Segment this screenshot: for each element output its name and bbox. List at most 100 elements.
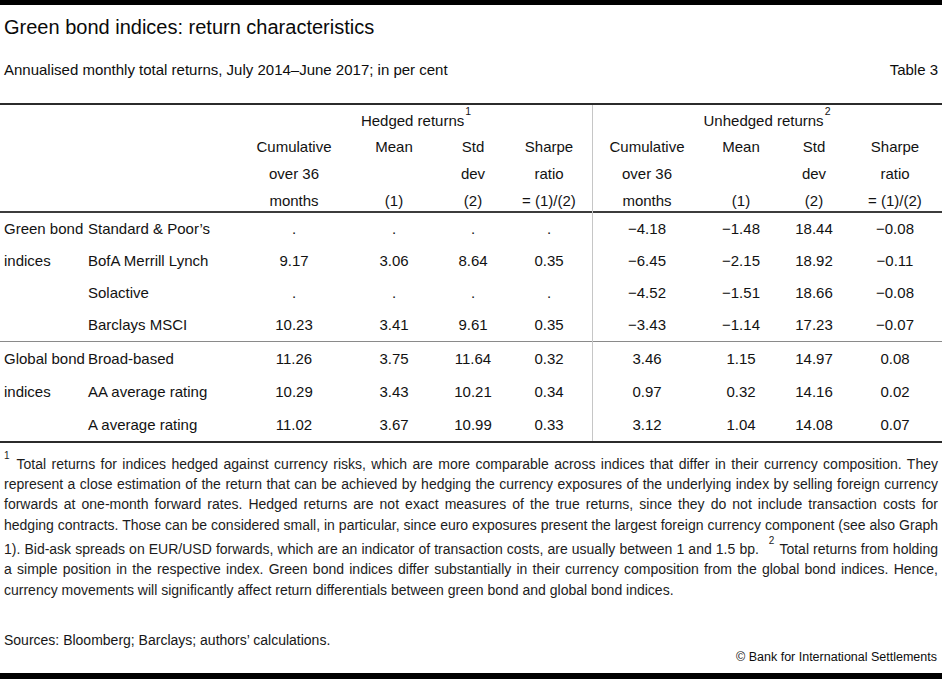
table-cell: .: [506, 277, 592, 309]
table-cell: .: [348, 213, 440, 245]
table-cell: −1.51: [702, 277, 780, 309]
table-cell: 3.46: [592, 342, 702, 375]
subtitle-row: Annualised monthly total returns, July 2…: [4, 61, 938, 78]
col-header-hedged-stddev: Std dev (2): [440, 130, 506, 214]
table-cell: 11.64: [440, 342, 506, 375]
col-header-unhedged-stddev: Std dev (2): [780, 130, 848, 214]
table-cell: 14.08: [780, 408, 848, 441]
table-cell: 3.75: [348, 342, 440, 375]
table-bottom-rule: [0, 441, 942, 443]
table-cell: −0.08: [848, 277, 942, 309]
table-subtitle: Annualised monthly total returns, July 2…: [4, 61, 448, 78]
table-body: Green bond indices Standard & Poor’s . .…: [0, 213, 942, 441]
table-cell: −6.45: [592, 245, 702, 277]
unhedged-returns-label: Unhedged returns: [704, 112, 824, 129]
table-cell: 0.97: [592, 375, 702, 408]
column-group-header-row: Hedged returns1 Unhedged returns2: [0, 106, 942, 131]
table-top-rule: [0, 103, 942, 105]
table-cell: −0.11: [848, 245, 942, 277]
table-cell: .: [506, 213, 592, 245]
row-label: Solactive: [88, 277, 240, 309]
bottom-rule-bar: [0, 673, 942, 679]
table-cell: 3.06: [348, 245, 440, 277]
table-cell: 11.02: [240, 408, 348, 441]
table-cell: −4.18: [592, 213, 702, 245]
group-label: Global bond indices: [0, 342, 88, 441]
table-cell: 9.17: [240, 245, 348, 277]
table-cell: 3.12: [592, 408, 702, 441]
top-rule-bar: [0, 0, 942, 5]
col-header-unhedged-cumulative: Cumulative over 36 months: [592, 130, 702, 214]
table-row: Barclays MSCI 10.23 3.41 9.61 0.35 −3.43…: [88, 309, 942, 341]
table-cell: 18.66: [780, 277, 848, 309]
header-spacer: [0, 106, 240, 131]
hedged-returns-label: Hedged returns: [361, 112, 464, 129]
group-label: Green bond indices: [0, 213, 88, 341]
table-cell: 1.15: [702, 342, 780, 375]
col-header-unhedged-sharpe: Sharpe ratio = (1)/(2): [848, 130, 942, 214]
group-green-bond-indices: Green bond indices Standard & Poor’s . .…: [0, 213, 942, 341]
table-cell: 10.99: [440, 408, 506, 441]
table-cell: −0.07: [848, 309, 942, 341]
table-cell: −2.15: [702, 245, 780, 277]
row-label: Barclays MSCI: [88, 309, 240, 341]
table-cell: 0.07: [848, 408, 942, 441]
hedged-returns-header: Hedged returns1: [240, 106, 592, 131]
footnote-2-marker: 2: [769, 535, 775, 546]
table-cell: −0.08: [848, 213, 942, 245]
table-cell: 1.04: [702, 408, 780, 441]
table-cell: 0.02: [848, 375, 942, 408]
returns-table: Hedged returns1 Unhedged returns2 Cumula…: [0, 103, 942, 443]
table-cell: 0.32: [702, 375, 780, 408]
copyright-line: © Bank for International Settlements: [736, 650, 937, 664]
col-header-hedged-cumulative: Cumulative over 36 months: [240, 130, 348, 214]
table-cell: 9.61: [440, 309, 506, 341]
footnote-1-marker: 1: [4, 450, 10, 461]
group-global-bond-indices: Global bond indices Broad-based 11.26 3.…: [0, 342, 942, 441]
table-cell: 11.26: [240, 342, 348, 375]
table-cell: .: [240, 213, 348, 245]
footnote-2-marker: 2: [825, 105, 831, 117]
col-header-hedged-mean: Mean (1): [348, 130, 440, 214]
empty-header-cell: [0, 130, 88, 214]
table-cell: 10.21: [440, 375, 506, 408]
table-row: Broad-based 11.26 3.75 11.64 0.32 3.46 1…: [88, 342, 942, 375]
row-label: Standard & Poor’s: [88, 213, 240, 245]
col-header-hedged-sharpe: Sharpe ratio = (1)/(2): [506, 130, 592, 214]
table-cell: 0.32: [506, 342, 592, 375]
empty-header-cell: [88, 130, 240, 214]
table-cell: 0.35: [506, 245, 592, 277]
table-cell: .: [440, 277, 506, 309]
col-header-unhedged-mean: Mean (1): [702, 130, 780, 214]
table-row: A average rating 11.02 3.67 10.99 0.33 3…: [88, 408, 942, 441]
row-label: BofA Merrill Lynch: [88, 245, 240, 277]
footnotes-block: 1Total returns for indices hedged agains…: [4, 450, 938, 600]
table-cell: 10.29: [240, 375, 348, 408]
table-cell: .: [440, 213, 506, 245]
table-cell: 0.33: [506, 408, 592, 441]
footnote-1-marker: 1: [465, 105, 471, 117]
table-cell: −1.48: [702, 213, 780, 245]
table-cell: 14.97: [780, 342, 848, 375]
table-cell: .: [348, 277, 440, 309]
table-cell: 0.35: [506, 309, 592, 341]
table-cell: −3.43: [592, 309, 702, 341]
table-cell: 0.08: [848, 342, 942, 375]
unhedged-returns-header: Unhedged returns2: [592, 106, 942, 131]
table-row: Solactive . . . . −4.52 −1.51 18.66 −0.0…: [88, 277, 942, 309]
table-cell: 0.34: [506, 375, 592, 408]
table-cell: 3.41: [348, 309, 440, 341]
sources-line: Sources: Bloomberg; Barclays; authors’ c…: [4, 632, 330, 648]
table-cell: 10.23: [240, 309, 348, 341]
table-cell: 18.92: [780, 245, 848, 277]
table-cell: 3.43: [348, 375, 440, 408]
table-cell: 14.16: [780, 375, 848, 408]
row-label: AA average rating: [88, 375, 240, 408]
table-cell: 17.23: [780, 309, 848, 341]
row-label: A average rating: [88, 408, 240, 441]
table-cell: −4.52: [592, 277, 702, 309]
table-cell: −1.14: [702, 309, 780, 341]
table-cell: 18.44: [780, 213, 848, 245]
table-row: BofA Merrill Lynch 9.17 3.06 8.64 0.35 −…: [88, 245, 942, 277]
table-row: Standard & Poor’s . . . . −4.18 −1.48 18…: [88, 213, 942, 245]
